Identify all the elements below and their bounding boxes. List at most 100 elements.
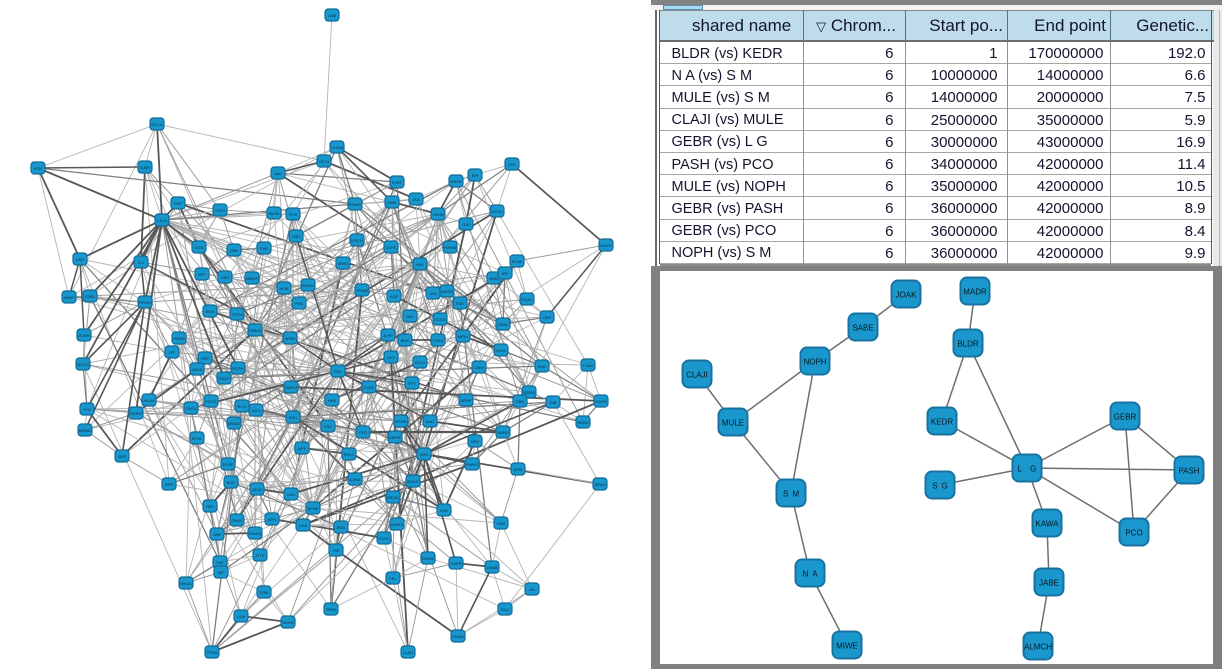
svg-text:LLAO: LLAO <box>403 650 413 655</box>
svg-text:BMU: BMU <box>490 276 499 281</box>
svg-text:FGB: FGB <box>260 590 269 595</box>
svg-text:GTFK: GTFK <box>386 245 397 250</box>
svg-text:BFNP: BFNP <box>308 506 319 511</box>
svg-text:JHL: JHL <box>528 587 536 592</box>
svg-text:S M: S M <box>783 490 799 499</box>
svg-text:TPMM: TPMM <box>356 288 368 293</box>
svg-text:CHU: CHU <box>287 492 296 497</box>
svg-text:SAFA: SAFA <box>192 367 203 372</box>
svg-text:TCDF: TCDF <box>364 385 375 390</box>
svg-text:FJAU: FJAU <box>583 363 593 368</box>
svg-text:MHSB: MHSB <box>441 289 453 294</box>
svg-text:UJCI: UJCI <box>252 408 261 413</box>
svg-text:IFDI: IFDI <box>34 166 42 171</box>
svg-text:IBT: IBT <box>218 570 225 575</box>
svg-text:GFJJ: GFJJ <box>319 159 329 164</box>
svg-text:JKEW: JKEW <box>432 212 443 217</box>
svg-text:PWKN: PWKN <box>444 245 456 250</box>
svg-text:DSDP: DSDP <box>218 376 229 381</box>
svg-text:DGEM: DGEM <box>422 556 434 561</box>
svg-text:LLJ: LLJ <box>138 260 144 265</box>
svg-text:EGLH: EGLH <box>408 479 419 484</box>
svg-text:GBBI: GBBI <box>85 294 95 299</box>
svg-text:FUE: FUE <box>260 246 268 251</box>
svg-text:UCJU: UCJU <box>492 209 503 214</box>
svg-text:FBI: FBI <box>333 548 339 553</box>
svg-text:WKUL: WKUL <box>180 581 192 586</box>
svg-text:GNKF: GNKF <box>231 518 243 523</box>
svg-text:WSGK: WSGK <box>450 179 463 184</box>
svg-text:JMWU: JMWU <box>594 482 606 487</box>
svg-text:KFMB: KFMB <box>395 419 406 424</box>
svg-text:SPBJ: SPBJ <box>326 607 336 612</box>
svg-text:ECSL: ECSL <box>192 436 203 441</box>
svg-text:WIK: WIK <box>416 262 424 267</box>
svg-text:HRGH: HRGH <box>139 300 151 305</box>
svg-text:RMSJ: RMSJ <box>578 420 589 425</box>
svg-text:FEMU: FEMU <box>452 634 463 639</box>
svg-text:TJRG: TJRG <box>215 208 225 213</box>
svg-text:PCO: PCO <box>1125 529 1142 538</box>
svg-text:PSF: PSF <box>324 424 332 429</box>
svg-text:HHS: HHS <box>328 398 337 403</box>
svg-text:TGFC: TGFC <box>379 536 390 541</box>
svg-text:FUK: FUK <box>456 301 464 306</box>
svg-text:GJMH: GJMH <box>78 333 89 338</box>
svg-text:KENC: KENC <box>495 348 506 353</box>
svg-text:UEBL: UEBL <box>498 322 509 327</box>
svg-text:KNWN: KNWN <box>249 531 261 536</box>
svg-text:BGC: BGC <box>227 480 236 485</box>
svg-text:FSOS: FSOS <box>206 399 217 404</box>
svg-text:RRJ: RRJ <box>206 504 214 509</box>
svg-text:ONTA: ONTA <box>186 406 197 411</box>
svg-text:DPU: DPU <box>471 439 480 444</box>
svg-text:BPR: BPR <box>165 482 173 487</box>
svg-text:NWGP: NWGP <box>246 276 259 281</box>
svg-text:LFF: LFF <box>168 350 176 355</box>
svg-text:EBFM: EBFM <box>523 390 534 395</box>
svg-text:PHJ: PHJ <box>83 407 91 412</box>
svg-text:MUFK: MUFK <box>600 243 612 248</box>
svg-text:UGII: UGII <box>299 523 307 528</box>
svg-text:KPK: KPK <box>201 356 209 361</box>
svg-text:HON: HON <box>280 286 289 291</box>
svg-text:GTLU: GTLU <box>415 360 426 365</box>
svg-text:MMUA: MMUA <box>228 421 241 426</box>
svg-text:KEDR: KEDR <box>931 418 953 427</box>
svg-text:CMW: CMW <box>474 365 484 370</box>
svg-text:WGI: WGI <box>420 452 428 457</box>
svg-text:NUJN: NUJN <box>269 211 280 216</box>
svg-text:NOPH: NOPH <box>803 358 826 367</box>
svg-text:JTTE: JTTE <box>255 553 265 558</box>
svg-text:IEKB: IEKB <box>205 309 214 314</box>
svg-text:AWI: AWI <box>274 171 281 176</box>
svg-text:FHJI: FHJI <box>289 212 297 217</box>
svg-text:SER: SER <box>118 454 126 459</box>
svg-text:DIB: DIB <box>550 400 557 405</box>
svg-text:CFD: CFD <box>359 430 367 435</box>
svg-text:FAF: FAF <box>216 560 224 565</box>
svg-text:BLDR: BLDR <box>957 340 979 349</box>
svg-text:IGW: IGW <box>497 521 505 526</box>
svg-text:PCIW: PCIW <box>512 259 523 264</box>
svg-text:BHI: BHI <box>472 173 479 178</box>
svg-text:MULE: MULE <box>722 419 744 428</box>
svg-text:FFT: FFT <box>408 381 416 386</box>
svg-text:ROAC: ROAC <box>521 297 533 302</box>
svg-text:MKFR: MKFR <box>389 435 400 440</box>
svg-text:ULM: ULM <box>237 614 245 619</box>
svg-text:RCRH: RCRH <box>232 366 244 371</box>
svg-text:FUC: FUC <box>440 508 448 513</box>
svg-text:CSJA: CSJA <box>157 218 168 223</box>
svg-text:HKSW: HKSW <box>130 411 142 416</box>
svg-text:SDHG: SDHG <box>282 620 294 625</box>
svg-text:CLAJI: CLAJI <box>686 371 708 380</box>
svg-text:AGF: AGF <box>390 294 399 299</box>
svg-text:PASH: PASH <box>1178 467 1199 476</box>
svg-text:UABA: UABA <box>350 477 361 482</box>
svg-text:MFF: MFF <box>298 446 307 451</box>
svg-text:MDCD: MDCD <box>77 362 89 367</box>
svg-text:MIWE: MIWE <box>836 642 858 651</box>
svg-text:UWFE: UWFE <box>595 399 607 404</box>
svg-text:DGJ: DGJ <box>501 607 509 612</box>
